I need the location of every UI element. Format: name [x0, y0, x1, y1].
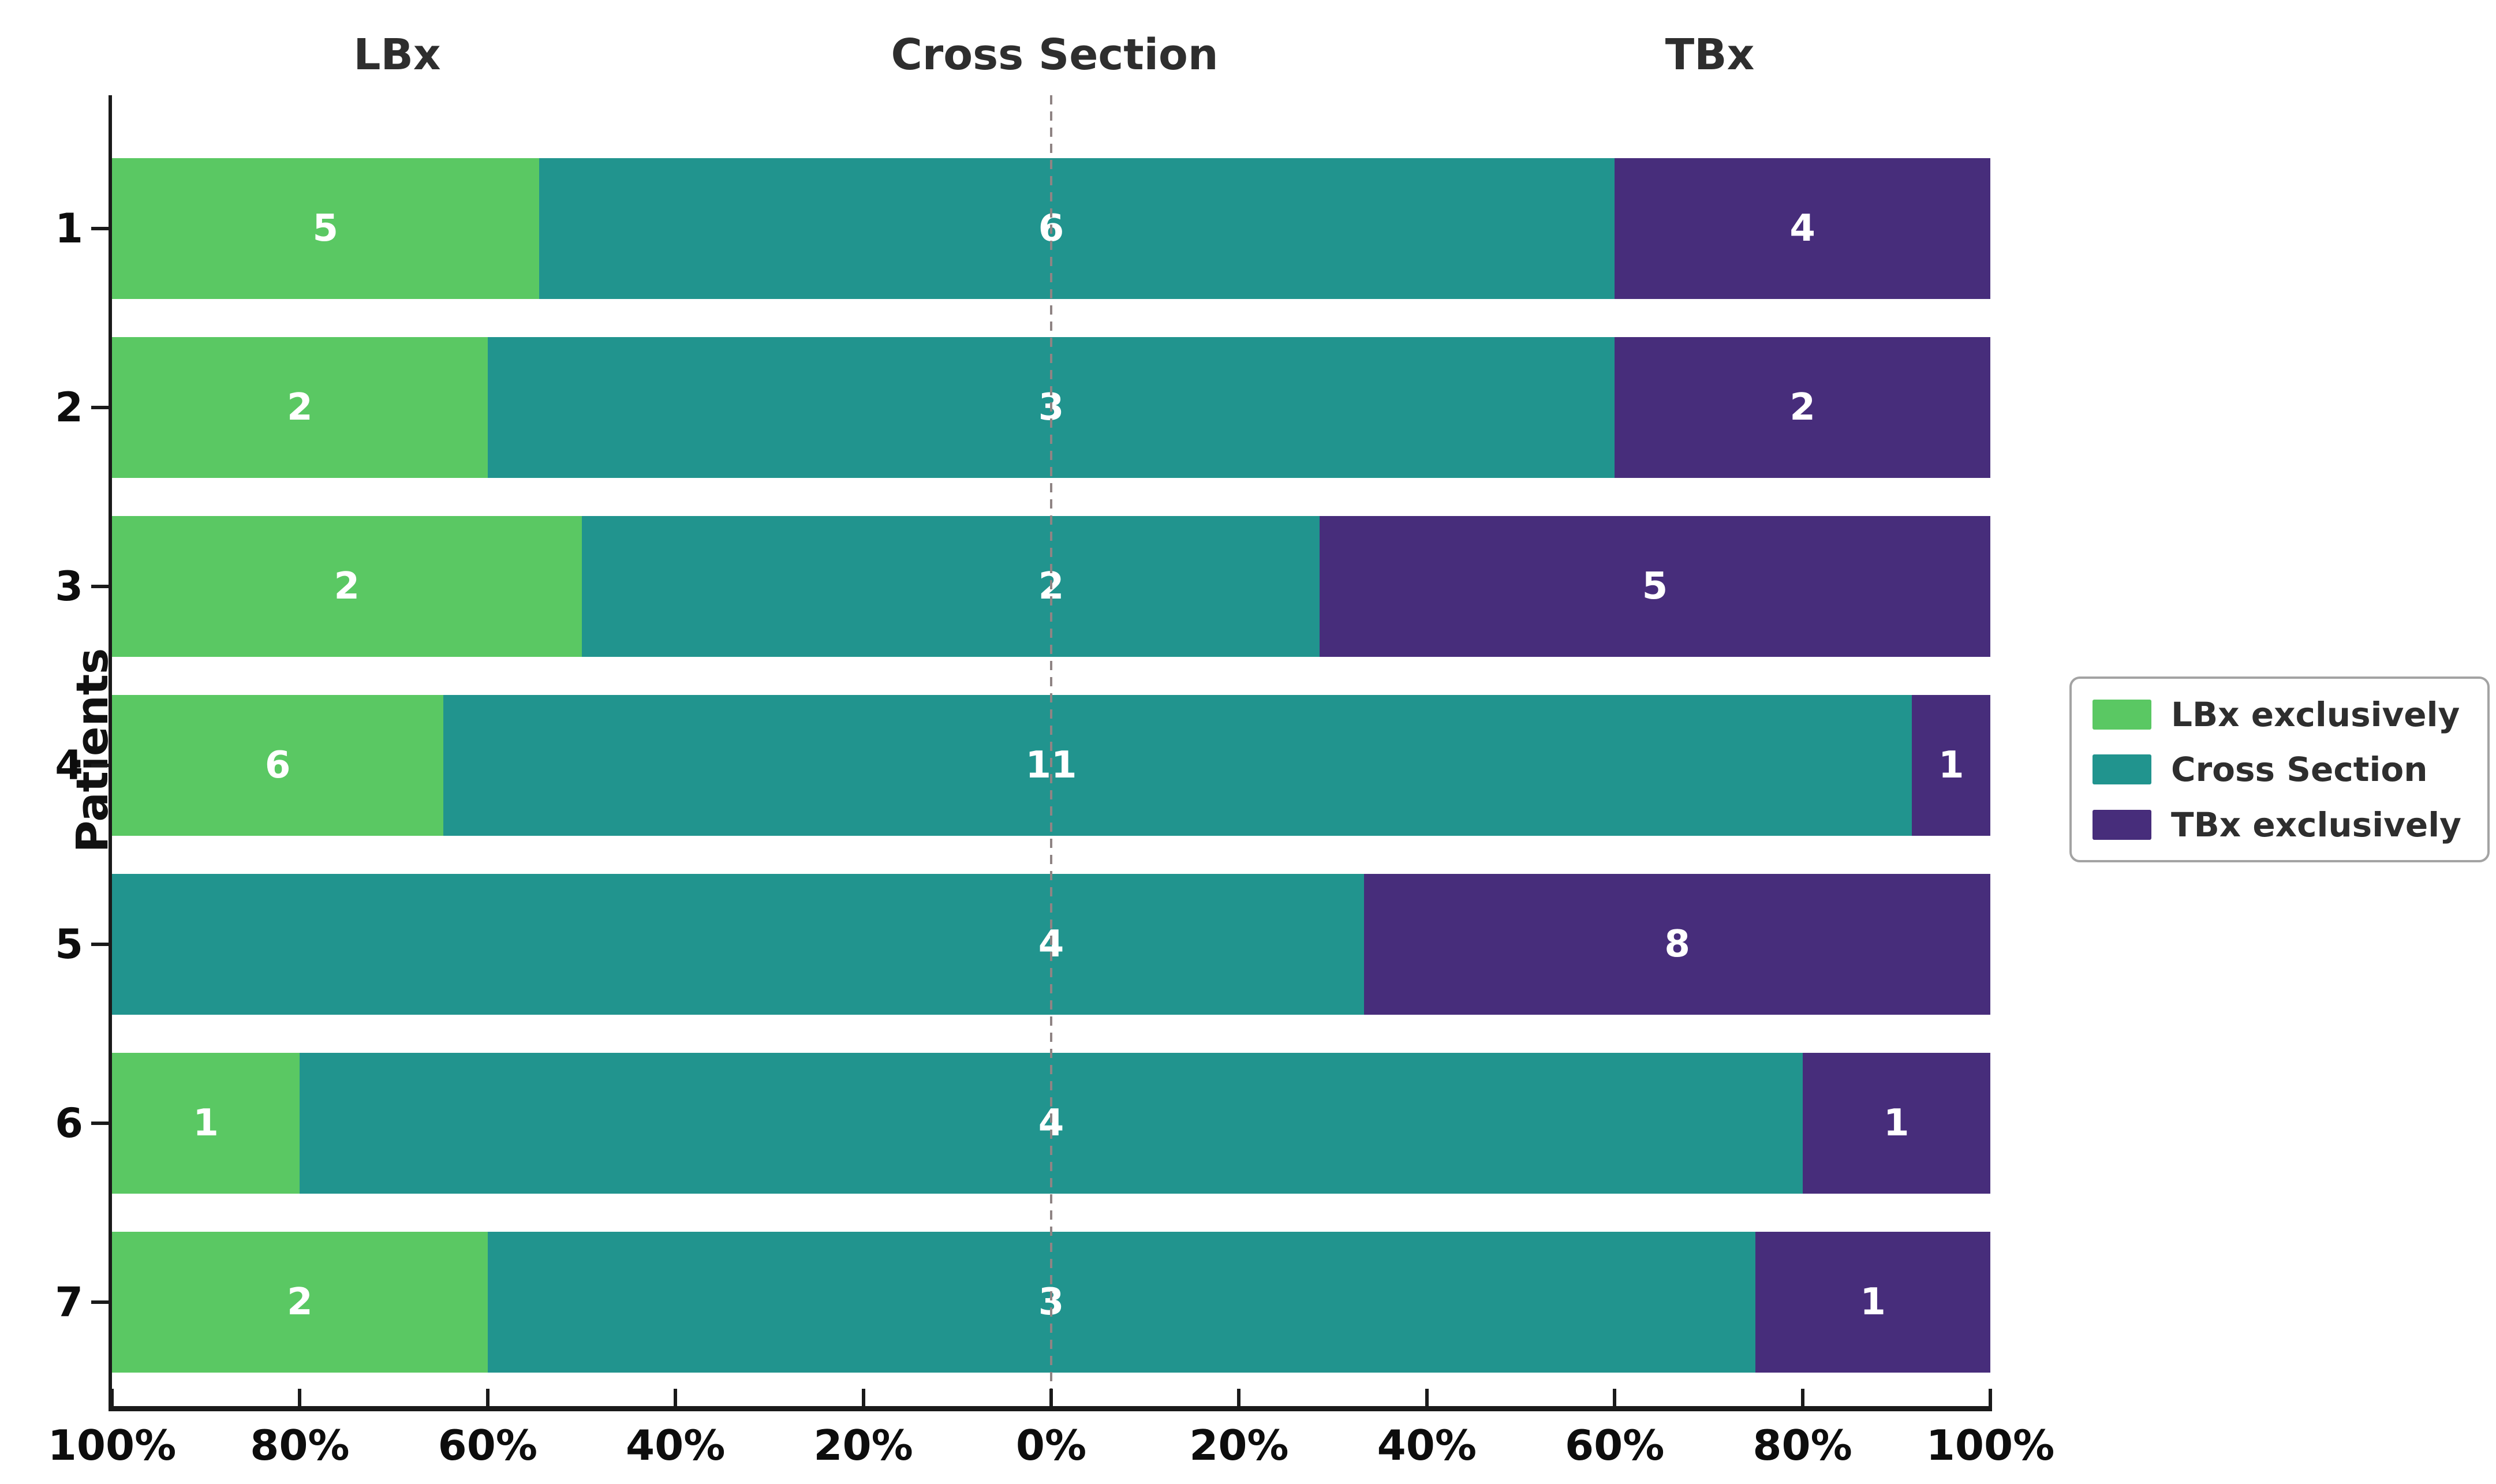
bar-segment-tbx	[1364, 874, 1990, 1015]
bar-segment-lbx	[112, 337, 488, 478]
legend-item-tbx: TBx exclusively	[2093, 805, 2487, 844]
x-axis-spine	[109, 1406, 1992, 1411]
x-tick-label: 40%	[1377, 1421, 1477, 1470]
y-tick	[91, 764, 109, 767]
legend-item-lbx: LBx exclusively	[2093, 695, 2487, 734]
x-tick-label: 100%	[47, 1421, 177, 1470]
y-tick	[91, 227, 109, 230]
patient-bar-row: 48	[112, 874, 1990, 1015]
y-tick-label: 2	[55, 384, 83, 431]
bar-value-lbx: 2	[287, 386, 313, 429]
x-tick	[861, 1389, 865, 1406]
legend-swatch-cross	[2093, 754, 2151, 784]
bar-segment-cross-section	[539, 158, 1615, 299]
bar-segment-cross-section	[581, 516, 1320, 657]
x-tick	[674, 1389, 678, 1406]
legend-item-cross: Cross Section	[2093, 750, 2487, 789]
header-tbx: TBx	[1665, 30, 1755, 80]
y-tick-label: 4	[55, 742, 83, 789]
bar-segment-lbx	[112, 1053, 300, 1194]
y-tick-label: 1	[55, 205, 83, 252]
bar-segment-tbx	[1615, 337, 1990, 478]
y-tick-label: 6	[55, 1100, 83, 1147]
bar-value-tbx: 1	[1938, 744, 1964, 787]
y-tick	[91, 1300, 109, 1304]
x-tick	[485, 1389, 490, 1406]
bar-segment-cross-section	[443, 695, 1912, 836]
y-tick-label: 7	[55, 1279, 83, 1326]
x-tick	[1425, 1389, 1429, 1406]
x-tick-label: 20%	[813, 1421, 913, 1470]
header-cross-section: Cross Section	[891, 30, 1219, 80]
y-tick	[91, 943, 109, 946]
y-axis-spine	[109, 95, 112, 1410]
bar-value-lbx: 2	[287, 1281, 313, 1324]
legend-swatch-lbx	[2093, 699, 2151, 730]
x-tick	[1800, 1389, 1804, 1406]
bar-value-tbx: 8	[1664, 923, 1690, 966]
x-tick	[110, 1389, 114, 1406]
bar-value-tbx: 4	[1789, 207, 1815, 250]
patient-bar-row: 225	[112, 516, 1990, 657]
plot-area: 5641232222536111448514162317100%80%60%40…	[48, 95, 2054, 1470]
patient-bar-row: 564	[112, 158, 1990, 299]
bar-value-lbx: 2	[334, 565, 360, 608]
bar-segment-tbx	[1755, 1232, 1990, 1373]
x-tick-label: 40%	[626, 1421, 726, 1470]
bar-value-tbx: 1	[1860, 1281, 1886, 1324]
header-lbx: LBx	[353, 30, 441, 80]
legend-swatch-tbx	[2093, 809, 2151, 840]
y-tick-label: 5	[55, 921, 83, 968]
bar-value-tbx: 2	[1789, 386, 1815, 429]
bar-value-lbx: 6	[264, 744, 291, 787]
bar-segment-cross-section	[112, 874, 1365, 1015]
x-tick	[1049, 1389, 1053, 1406]
x-tick-label: 100%	[1926, 1421, 2055, 1470]
y-tick	[91, 406, 109, 409]
bar-segment-tbx	[1319, 516, 1990, 657]
x-tick	[1237, 1389, 1241, 1406]
bar-segment-lbx	[112, 158, 539, 299]
legend: LBx exclusively Cross Section TBx exclusiv…	[2069, 676, 2490, 862]
y-tick	[91, 1122, 109, 1125]
legend-label-cross: Cross Section	[2171, 750, 2428, 789]
patient-bar-row: 6 11 1	[112, 695, 1990, 836]
x-tick	[1989, 1389, 1992, 1406]
bar-value-tbx: 1	[1884, 1102, 1910, 1145]
x-tick-label: 80%	[1753, 1421, 1852, 1470]
bar-segment-cross-section	[487, 1232, 1756, 1373]
y-tick-label: 3	[55, 563, 83, 610]
bar-value-lbx: 1	[193, 1102, 219, 1145]
x-tick-label: 80%	[250, 1421, 350, 1470]
y-tick	[91, 585, 109, 588]
zero-dashed-line	[1050, 95, 1052, 1406]
bar-segment-lbx	[112, 1232, 488, 1373]
legend-label-tbx: TBx exclusively	[2171, 805, 2461, 844]
bar-segment-lbx	[112, 516, 582, 657]
legend-label-lbx: LBx exclusively	[2171, 694, 2460, 734]
x-tick-label: 0%	[1015, 1421, 1087, 1470]
bar-value-lbx: 5	[312, 207, 339, 250]
x-tick-label: 60%	[1565, 1421, 1665, 1470]
patient-bar-row: 231	[112, 1232, 1990, 1373]
bar-segment-tbx	[1912, 695, 1990, 836]
bar-value-tbx: 5	[1642, 565, 1668, 608]
x-tick-label: 60%	[438, 1421, 537, 1470]
bar-segment-lbx	[112, 695, 444, 836]
bar-segment-tbx	[1615, 158, 1990, 299]
x-tick	[298, 1389, 302, 1406]
bar-segment-tbx	[1802, 1053, 1990, 1194]
x-tick-label: 20%	[1189, 1421, 1289, 1470]
x-tick	[1613, 1389, 1617, 1406]
